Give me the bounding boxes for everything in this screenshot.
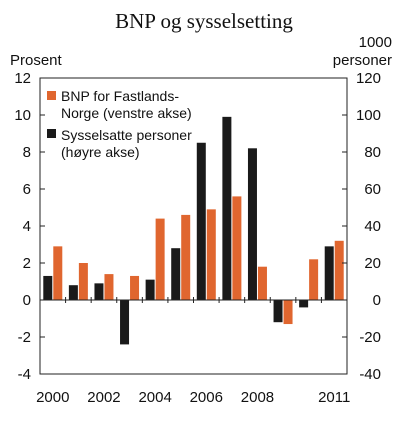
legend-sys-line1: Sysselsatte personer [61, 127, 192, 143]
bar-sysselsatte [247, 148, 257, 300]
left-tick-label: 8 [23, 144, 31, 161]
x-tick-label: 2011 [318, 389, 350, 406]
bar-sysselsatte [43, 275, 53, 300]
x-tick-label: 2006 [190, 389, 223, 406]
bar-sysselsatte [299, 300, 309, 308]
right-tick-label: 40 [364, 218, 381, 235]
chart-title: BNP og sysselsetting [115, 9, 293, 33]
plot-frame [39, 77, 348, 375]
right-tick-label: 60 [364, 181, 381, 198]
bar-bnp [334, 240, 344, 300]
left-tick-label: 2 [23, 255, 31, 272]
left-tick-label: -2 [18, 329, 31, 346]
left-tick-label: 6 [23, 181, 31, 198]
bar-bnp [206, 209, 216, 300]
right-tick-label: 120 [356, 70, 381, 87]
x-tick-label: 2004 [138, 389, 171, 406]
bar-sysselsatte [222, 116, 232, 300]
right-tick-label: 80 [364, 144, 381, 161]
x-tick-label: 2000 [36, 389, 69, 406]
legend-swatch-bnp [47, 91, 56, 100]
left-tick-label: -4 [18, 366, 31, 383]
bar-sysselsatte [171, 248, 181, 300]
bar-bnp [78, 263, 88, 300]
x-tick-label: 2008 [241, 389, 274, 406]
bar-bnp [257, 266, 267, 300]
bar-bnp [309, 259, 319, 300]
legend-swatch-sys [47, 129, 56, 138]
right-tick-label: 0 [373, 292, 381, 309]
legend-sys-line2: (høyre akse) [61, 144, 140, 160]
bar-sysselsatte [120, 300, 130, 345]
bar-sysselsatte [94, 283, 104, 300]
left-tick-label: 10 [14, 107, 31, 124]
right-tick-label: -20 [359, 329, 381, 346]
bar-bnp [104, 274, 114, 300]
left-tick-label: 0 [23, 292, 31, 309]
left-axis-label: Prosent [10, 52, 63, 69]
bar-bnp [181, 214, 191, 300]
right-tick-label: 20 [364, 255, 381, 272]
bar-sysselsatte [273, 300, 283, 323]
legend: BNP for Fastlands- Norge (venstre akse) … [47, 88, 192, 160]
x-tick-label: 2002 [87, 389, 120, 406]
bar-bnp [283, 300, 293, 325]
bar-sysselsatte [68, 285, 78, 300]
legend-bnp-line1: BNP for Fastlands- [61, 88, 179, 104]
bar-sysselsatte [145, 279, 155, 300]
bar-bnp [130, 275, 140, 300]
bar-bnp [232, 196, 242, 300]
bar-sysselsatte [196, 142, 206, 300]
bar-bnp [155, 218, 165, 300]
bar-bnp [53, 246, 63, 300]
right-axis-label-line1: 1000 [359, 34, 392, 51]
left-tick-label: 4 [23, 218, 31, 235]
right-tick-label: -40 [359, 366, 381, 383]
right-tick-label: 100 [356, 107, 381, 124]
bar-sysselsatte [324, 246, 334, 300]
right-axis-label-line2: personer [333, 52, 392, 69]
legend-bnp-line2: Norge (venstre akse) [61, 105, 192, 121]
left-tick-label: 12 [14, 70, 31, 87]
